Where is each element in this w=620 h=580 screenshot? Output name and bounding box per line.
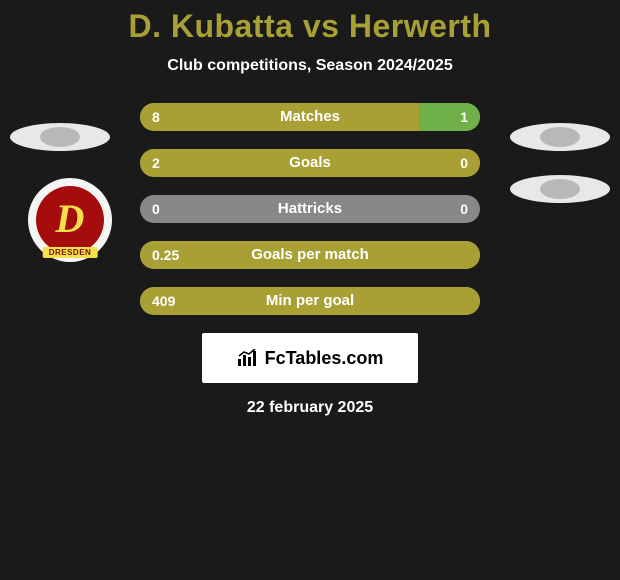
watermark-text: FcTables.com bbox=[265, 348, 384, 369]
stat-label: Min per goal bbox=[140, 287, 480, 315]
club-logo-letter: D bbox=[56, 195, 85, 242]
stat-row: 00Hattricks bbox=[140, 195, 480, 223]
stat-label: Goals bbox=[140, 149, 480, 177]
player-right-avatar bbox=[510, 123, 610, 151]
stat-label: Matches bbox=[140, 103, 480, 131]
comparison-card: D. Kubatta vs Herwerth Club competitions… bbox=[0, 0, 620, 417]
page-title: D. Kubatta vs Herwerth bbox=[0, 8, 620, 45]
stat-row: 20Goals bbox=[140, 149, 480, 177]
club-logo-banner: DRESDEN bbox=[43, 247, 98, 258]
subtitle: Club competitions, Season 2024/2025 bbox=[0, 57, 620, 75]
stat-label: Goals per match bbox=[140, 241, 480, 269]
stat-row: 81Matches bbox=[140, 103, 480, 131]
date-label: 22 february 2025 bbox=[0, 399, 620, 417]
stat-row: 409Min per goal bbox=[140, 287, 480, 315]
club-left-logo: D DRESDEN bbox=[28, 178, 112, 262]
player-left-avatar bbox=[10, 123, 110, 151]
chart-icon bbox=[237, 349, 259, 367]
club-right-avatar bbox=[510, 175, 610, 203]
watermark: FcTables.com bbox=[202, 333, 418, 383]
stat-row: 0.25Goals per match bbox=[140, 241, 480, 269]
club-logo-badge: D bbox=[36, 186, 104, 254]
stat-label: Hattricks bbox=[140, 195, 480, 223]
